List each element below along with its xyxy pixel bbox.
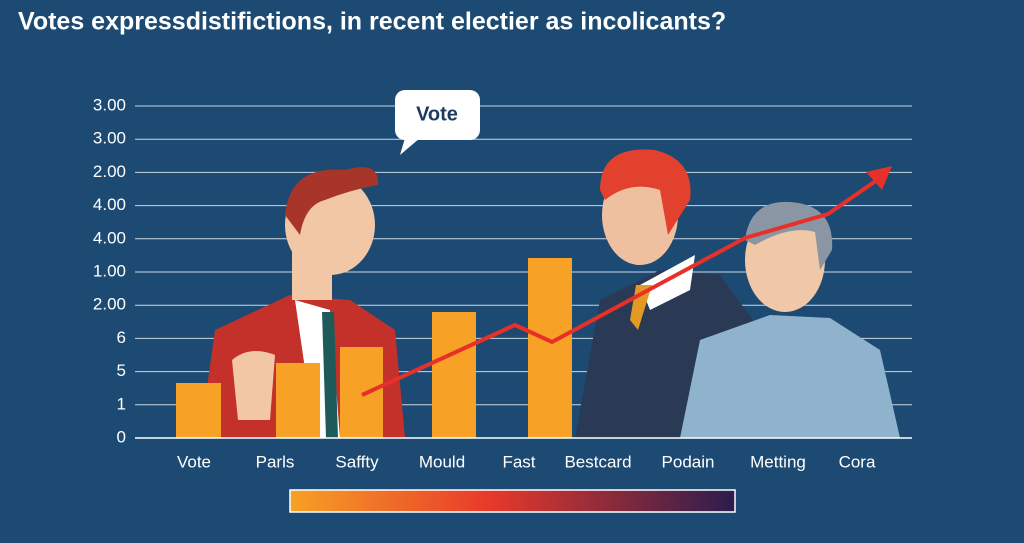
x-label: Fast [502, 452, 535, 471]
y-label: 2.00 [93, 295, 126, 314]
x-label: Parls [256, 452, 295, 471]
y-label: 4.00 [93, 228, 126, 247]
y-label: 4.00 [93, 195, 126, 214]
x-label: Vote [177, 452, 211, 471]
speech-bubble: Vote [395, 90, 480, 155]
y-label: 2.00 [93, 162, 126, 181]
x-label: Metting [750, 452, 806, 471]
y-label: 6 [117, 328, 126, 347]
y-label: 5 [117, 361, 126, 380]
y-label: 1.00 [93, 261, 126, 280]
gradient-bar [289, 489, 736, 513]
bubble-text: Vote [416, 103, 458, 125]
x-label: Saffty [335, 452, 379, 471]
x-label: Podain [662, 452, 715, 471]
bars [176, 258, 572, 438]
arrow-head [866, 166, 892, 190]
y-label: 3.00 [93, 95, 126, 114]
x-label: Bestcard [564, 452, 631, 471]
trend-arrow [361, 176, 882, 397]
x-label: Mould [419, 452, 465, 471]
y-label: 3.00 [93, 129, 126, 148]
y-label: 0 [117, 427, 126, 446]
y-label: 1 [117, 394, 126, 413]
title: Votes expressdistifictions, in recent el… [18, 8, 726, 36]
x-label: Cora [839, 452, 876, 471]
